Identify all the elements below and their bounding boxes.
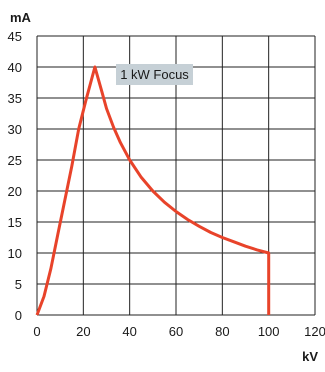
y-tick-label: 40 xyxy=(8,60,22,75)
x-axis-label: kV xyxy=(302,349,318,364)
y-tick-label: 25 xyxy=(8,153,22,168)
y-tick-label: 35 xyxy=(8,91,22,106)
y-tick-label: 5 xyxy=(15,277,22,292)
y-tick-label: 10 xyxy=(8,246,22,261)
x-tick-label: 40 xyxy=(122,324,136,339)
x-tick-label: 20 xyxy=(76,324,90,339)
y-tick-label: 45 xyxy=(8,29,22,44)
y-tick-label: 30 xyxy=(8,122,22,137)
x-tick-label: 120 xyxy=(304,324,325,339)
annotation-label: 1 kW Focus xyxy=(120,67,189,82)
annotation-layer: 1 kW Focus xyxy=(116,64,193,85)
x-tick-label: 100 xyxy=(258,324,280,339)
y-tick-label: 0 xyxy=(15,308,22,323)
annotation-background xyxy=(116,64,193,85)
y-tick-label: 20 xyxy=(8,184,22,199)
grid-layer xyxy=(36,35,316,316)
x-tick-label: 80 xyxy=(215,324,229,339)
y-tick-label: 15 xyxy=(8,215,22,230)
y-axis-label: mA xyxy=(10,10,32,25)
x-tick-label: 60 xyxy=(169,324,183,339)
x-tick-label: 0 xyxy=(33,324,40,339)
series-layer xyxy=(35,65,271,316)
series-line xyxy=(35,65,271,316)
tick-label-layer: 0 20 40 60 80 100 120 0 5 10 15 20 25 30 35 40 45 xyxy=(8,29,325,339)
